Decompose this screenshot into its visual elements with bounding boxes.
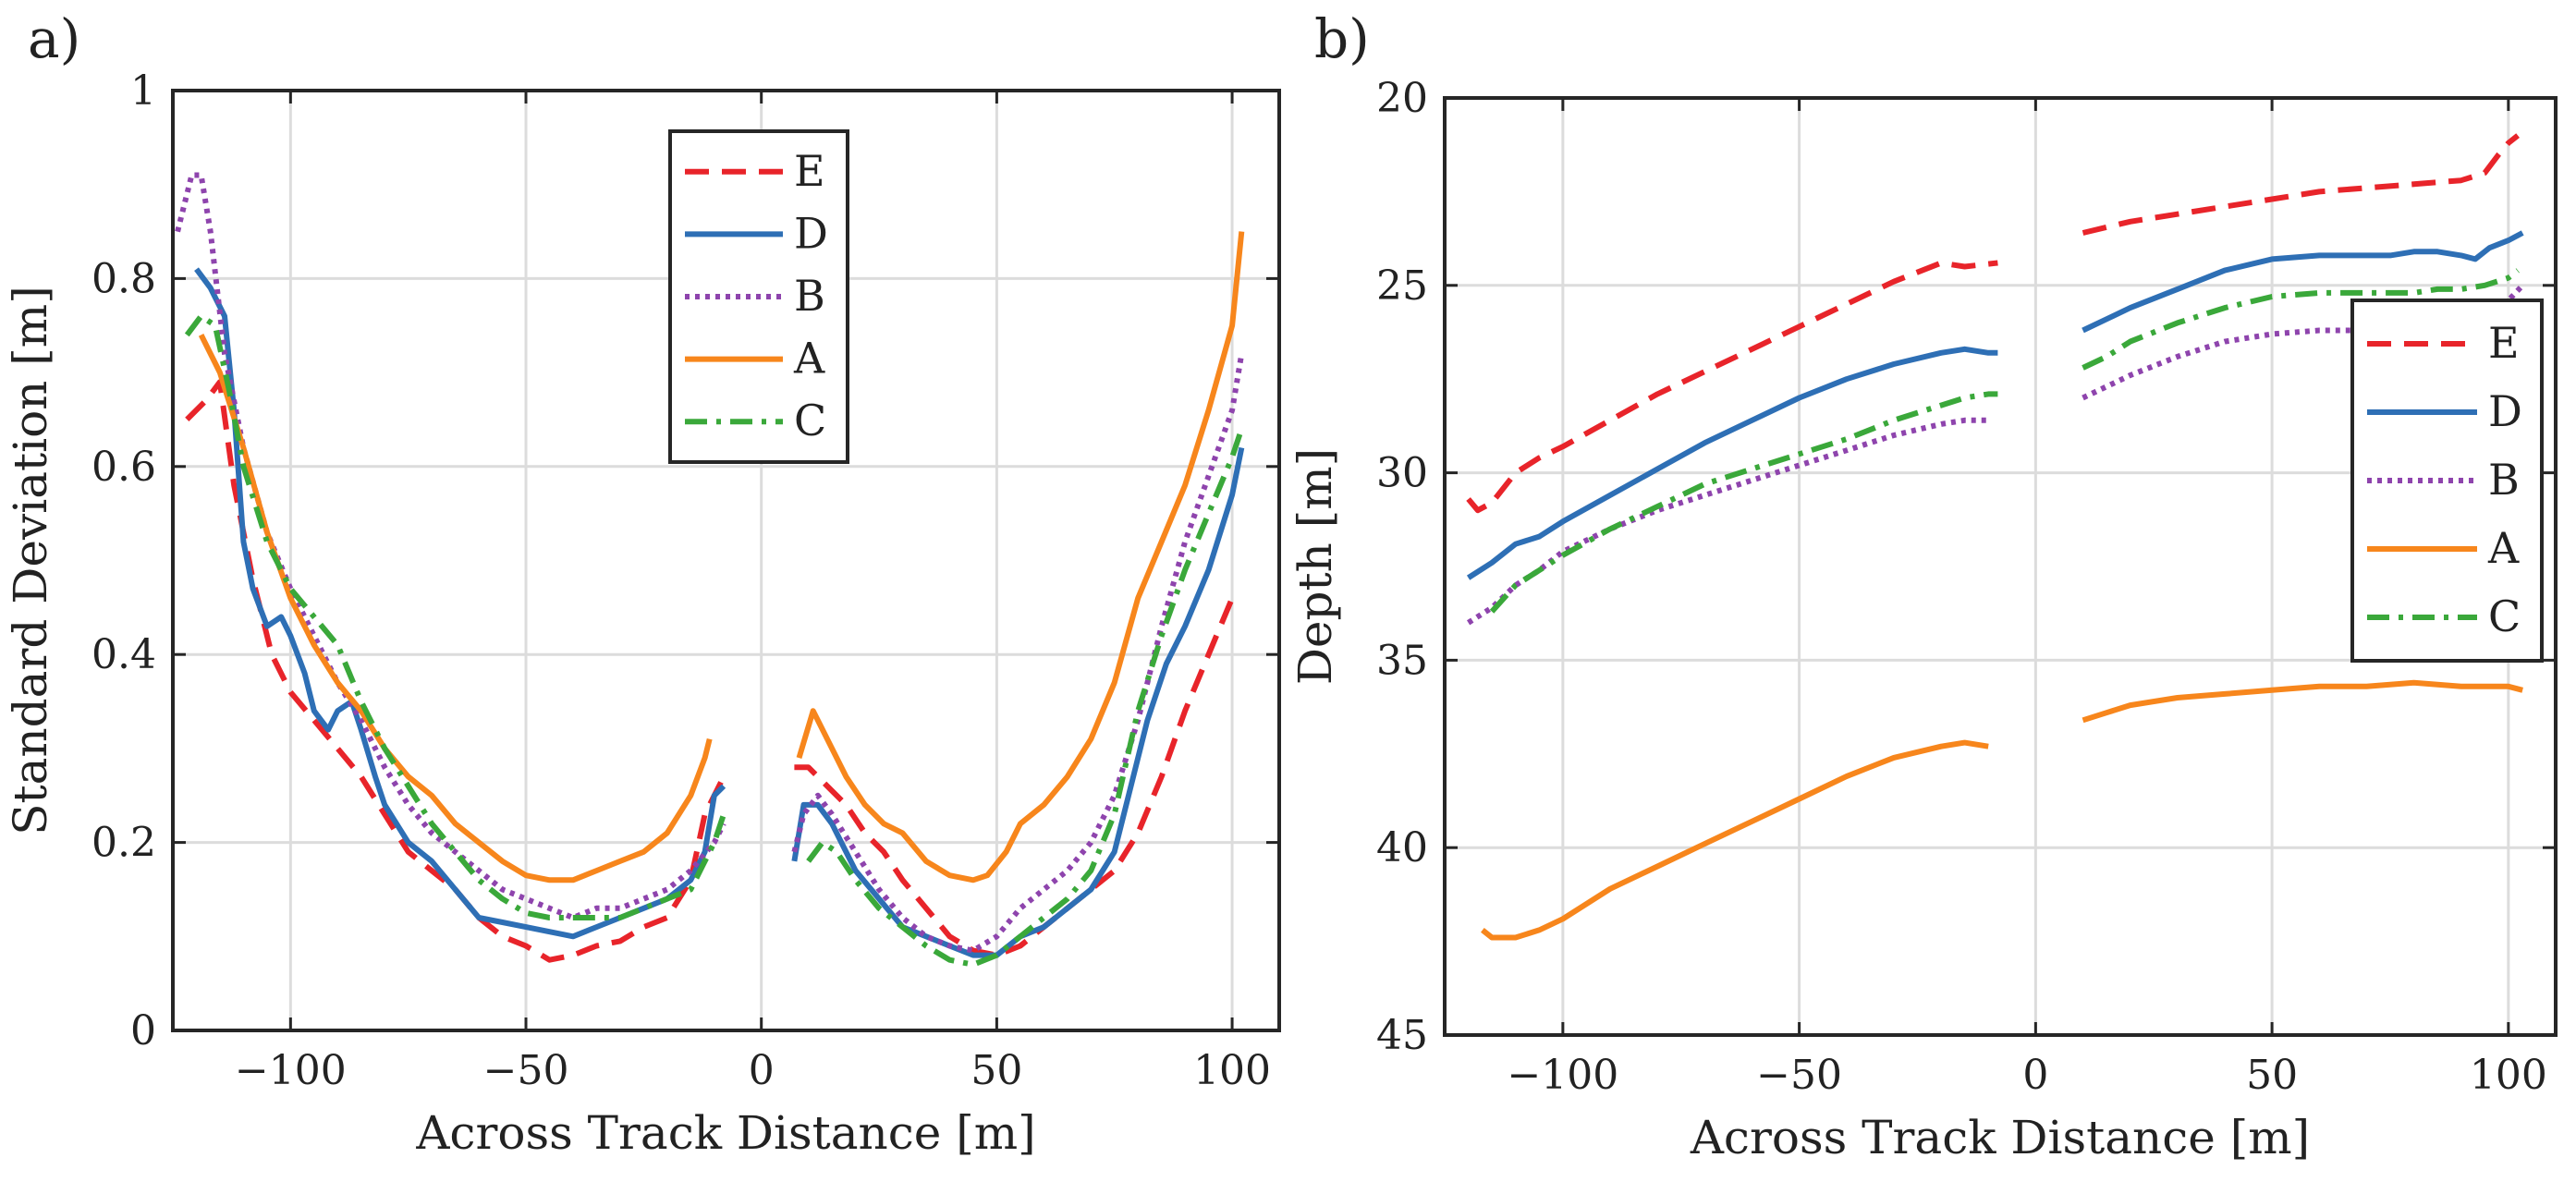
- series-D-line-1: [194, 267, 726, 940]
- plot-area: [175, 172, 1245, 968]
- x-tick-label: 50: [971, 1047, 1022, 1094]
- series-C-line-1: [184, 313, 726, 920]
- axes-box: [1443, 96, 2558, 1037]
- y-tick-label: 40: [1376, 824, 1428, 871]
- series-B-line-2: [791, 353, 1245, 954]
- series-C-line-2: [806, 428, 1245, 968]
- x-axis-label: Across Track Distance [m]: [415, 1106, 1035, 1160]
- legend-label-C: C: [794, 396, 826, 445]
- series-D-line-1: [1466, 346, 1998, 580]
- y-tick-label: 1: [130, 67, 156, 115]
- series-A-line-2: [2082, 679, 2523, 724]
- series-B-line-1: [1466, 417, 1989, 626]
- x-tick-label: 50: [2246, 1052, 2298, 1099]
- y-tick-label: 0.6: [92, 444, 156, 491]
- series-C-line-2: [2082, 268, 2520, 371]
- chart-panel-b: −100 −50 0 50 100 20 25 30 35 40 45 Across Track Di…: [1288, 7, 2558, 1164]
- y-tick-label: 0.8: [92, 255, 156, 302]
- legend-label-D: D: [794, 208, 828, 258]
- panel-label: a): [28, 7, 80, 70]
- series-B-line-1: [175, 172, 726, 920]
- legend-label-A: A: [2487, 523, 2520, 573]
- legend-label-E: E: [2488, 318, 2520, 368]
- y-tick-label: 25: [1376, 262, 1428, 310]
- series-E-line-2: [2082, 133, 2520, 236]
- y-axis-label: Standard Deviation [m]: [4, 286, 57, 835]
- series-A-line-2: [796, 231, 1245, 883]
- x-tick-label: 0: [2022, 1052, 2048, 1099]
- legend-label-D: D: [2488, 386, 2522, 436]
- panel-label: b): [1314, 7, 1370, 70]
- series-A-line-1: [198, 334, 713, 883]
- legend-box: [2350, 298, 2544, 663]
- x-tick-label: −100: [235, 1047, 347, 1094]
- x-tick-label: −50: [483, 1047, 569, 1094]
- legend-label-C: C: [2488, 591, 2521, 641]
- x-tick-label: −50: [1756, 1052, 1842, 1099]
- legend-label-B: B: [794, 271, 825, 321]
- series-D-line-2: [791, 446, 1245, 958]
- legend-label-B: B: [2488, 455, 2520, 505]
- series-D-line-2: [2082, 230, 2524, 334]
- series-A-line-1: [1481, 739, 1989, 941]
- legend-label-A: A: [793, 334, 825, 384]
- y-tick-label: 0.4: [92, 631, 156, 678]
- legend-label-E: E: [794, 146, 825, 196]
- series-C-line-1: [1489, 391, 1998, 614]
- y-tick-label: 45: [1376, 1012, 1428, 1059]
- series-E-line-1: [1466, 260, 1998, 514]
- y-tick-label: 0.2: [92, 820, 156, 867]
- x-axis-label: Across Track Distance [m]: [1690, 1111, 2310, 1164]
- y-tick-label: 20: [1376, 75, 1428, 122]
- series-E-line-1: [185, 379, 726, 963]
- y-axis-label: Depth [m]: [1288, 448, 1342, 685]
- x-tick-label: −100: [1507, 1052, 1618, 1099]
- chart-panel-a: −100 −50 0 50 100 0 0.2 0.4 0.6 0.8 1 Across Track …: [4, 7, 1281, 1160]
- y-tick-label: 35: [1376, 637, 1428, 684]
- x-tick-label: 100: [2470, 1052, 2547, 1099]
- axes-box: [171, 89, 1281, 1032]
- y-tick-label: 0: [130, 1007, 156, 1054]
- x-tick-label: 0: [749, 1047, 775, 1094]
- series-E-line-2: [794, 597, 1235, 958]
- x-tick-label: 100: [1193, 1047, 1271, 1094]
- y-tick-label: 30: [1376, 450, 1428, 497]
